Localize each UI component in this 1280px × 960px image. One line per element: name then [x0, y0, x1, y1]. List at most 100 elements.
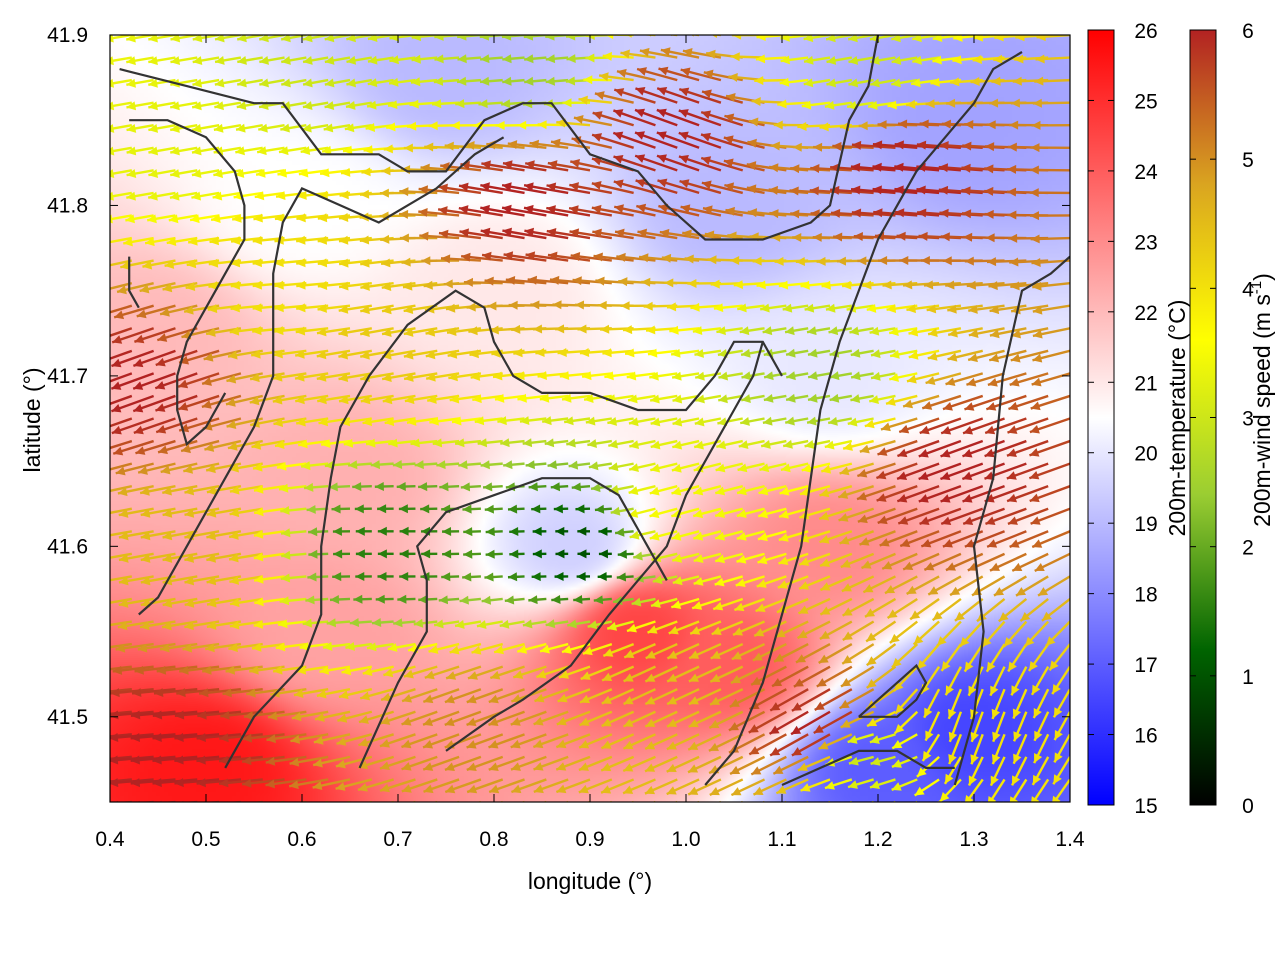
wind-vector [110, 666, 111, 668]
wind-vector [916, 185, 962, 195]
wind-vector [644, 755, 678, 773]
wind-vector [556, 118, 591, 128]
wind-vector [110, 328, 111, 330]
wind-vector [360, 327, 394, 338]
wind-vector [545, 619, 569, 629]
wind-vector [212, 191, 242, 201]
wind-vector [613, 155, 656, 172]
wind-vector [1068, 801, 1070, 802]
wind-vector [110, 78, 133, 88]
wind-vector [484, 572, 503, 582]
wind-vector [724, 113, 765, 127]
wind-vector [801, 100, 831, 110]
wind-vector [365, 123, 394, 132]
wind-vector [130, 778, 176, 788]
wind-vector [961, 462, 1005, 481]
topography-contours [119, 35, 1070, 787]
wind-vector [110, 576, 111, 578]
wind-vector [499, 800, 503, 802]
wind-vector [869, 394, 896, 404]
wind-vector [130, 732, 176, 742]
wind-vector [966, 280, 1005, 290]
wind-vector [756, 280, 787, 290]
wind-vector [733, 597, 765, 612]
wind-vector [557, 688, 591, 703]
wind-vector [306, 504, 329, 514]
wind-vector [410, 77, 438, 87]
wind-vector [180, 439, 220, 454]
wind-vector [229, 597, 263, 608]
wind-vector [841, 643, 875, 665]
wind-vector [649, 485, 678, 496]
wind-vector [647, 620, 678, 634]
wind-vector [401, 710, 438, 726]
wind-vector [365, 438, 394, 448]
wind-vector [288, 778, 329, 790]
wind-vector [110, 734, 111, 736]
x-tick-label: 0.6 [287, 828, 316, 851]
wind-vector [755, 54, 787, 64]
wind-vector [739, 326, 765, 336]
wind-vector [711, 35, 743, 38]
x-tick-label: 1.0 [671, 828, 700, 851]
wind-vector [940, 417, 984, 435]
wind-vector [366, 800, 372, 802]
wind-vector [791, 688, 831, 712]
wind-vector [704, 230, 743, 240]
wind-vector [869, 778, 896, 790]
wind-vector [382, 394, 416, 405]
wind-vector [830, 208, 874, 218]
wind-vector [110, 755, 154, 765]
wind-vector [302, 55, 329, 65]
wind-vector [736, 507, 765, 519]
wind-vector [206, 507, 242, 518]
wind-vector [694, 417, 722, 427]
wind-vector [784, 416, 809, 426]
wind-vector [159, 642, 198, 653]
wind-vector [758, 485, 787, 496]
wind-vector [431, 99, 460, 109]
wind-vector [925, 372, 962, 385]
wind-vector [769, 733, 809, 757]
wind-vector [693, 552, 722, 563]
wind-vector [454, 438, 482, 448]
wind-vector [807, 371, 831, 381]
wind-vector [629, 439, 656, 450]
wind-vector [480, 54, 503, 64]
wind-vector [880, 417, 918, 432]
x-tick-label: 1.3 [959, 828, 988, 851]
wind-vector [206, 575, 242, 586]
wind-vector [702, 205, 743, 217]
wind-vector [750, 755, 787, 776]
wind-vector [547, 460, 569, 470]
wind-vector [608, 800, 612, 802]
wind-vector [377, 526, 394, 536]
wind-vector [1019, 598, 1049, 623]
wind-vector [587, 620, 613, 630]
wind-vector [579, 710, 613, 727]
wind-vector [819, 552, 853, 567]
wind-vector [967, 756, 984, 787]
wind-vector [932, 35, 962, 43]
wind-vector [918, 462, 962, 481]
wind-vector [187, 236, 220, 246]
wind-vector [414, 460, 438, 470]
contour-line [704, 51, 1023, 786]
wind-vector [236, 35, 263, 43]
wind-vector [600, 733, 635, 750]
wind-vector [709, 665, 744, 683]
wind-vector [178, 417, 220, 433]
wind-vector [604, 35, 634, 40]
wind-vector [571, 482, 591, 492]
wind-vector [555, 526, 569, 536]
wind-vector [842, 620, 875, 642]
wind-vector [148, 124, 176, 133]
wind-vector [132, 394, 176, 413]
wind-vector [850, 185, 896, 195]
wind-vector [967, 552, 1006, 572]
wind-vector [126, 124, 154, 133]
wind-vector [324, 101, 351, 110]
wind-vector [912, 55, 940, 65]
wind-vector-field [110, 35, 1070, 802]
wind-vector [206, 530, 242, 541]
